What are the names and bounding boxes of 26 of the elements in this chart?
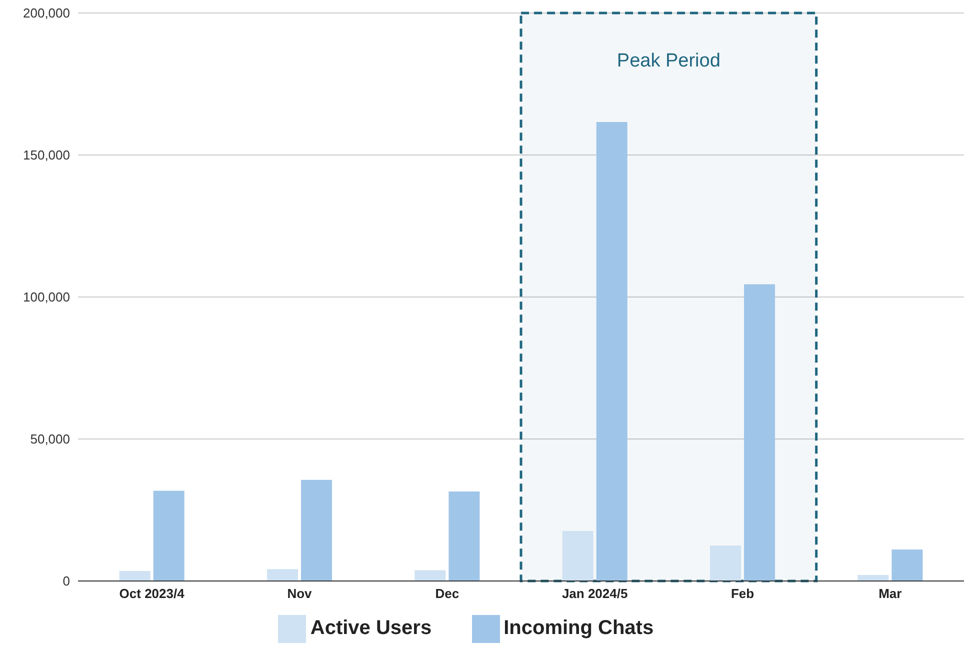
bar	[301, 480, 332, 581]
y-tick-label: 100,000	[23, 290, 70, 305]
bar	[153, 490, 184, 581]
y-tick-label: 50,000	[30, 432, 70, 447]
y-tick-label: 0	[62, 574, 70, 589]
bar	[267, 569, 298, 581]
bar	[596, 122, 628, 581]
legend-label: Incoming Chats	[504, 617, 654, 640]
legend-label: Active Users	[310, 617, 432, 640]
x-tick-label: Jan 2024/5	[562, 586, 628, 602]
bar	[414, 570, 446, 581]
bar	[744, 284, 776, 581]
y-tick-label: 150,000	[23, 148, 70, 163]
bar	[710, 546, 742, 581]
bar	[448, 492, 480, 581]
x-tick-label: Oct 2023/4	[119, 586, 186, 602]
x-tick-label: Dec	[435, 586, 460, 602]
bar	[858, 575, 889, 581]
x-tick-label: Mar	[878, 586, 902, 602]
bar	[119, 571, 150, 581]
band-label: Peak Period	[616, 50, 720, 72]
x-tick-label: Feb	[730, 586, 754, 602]
y-tick-label: 200,000	[23, 6, 70, 21]
bar	[892, 549, 923, 581]
bar	[562, 531, 594, 581]
x-tick-label: Nov	[287, 586, 313, 602]
